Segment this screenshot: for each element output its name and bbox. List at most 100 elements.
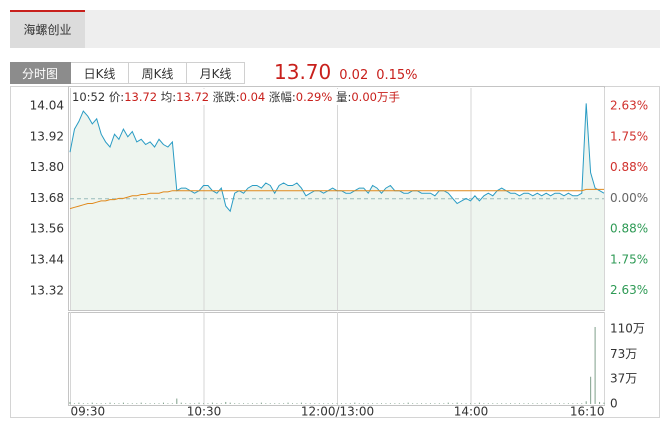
- volume-bar: [154, 403, 156, 404]
- volume-bar: [594, 326, 596, 404]
- volume-bar: [603, 402, 605, 404]
- volume-bar: [336, 403, 338, 404]
- volume-bar: [176, 398, 178, 404]
- volume-bar: [563, 403, 565, 404]
- volume-bar: [554, 403, 556, 404]
- volume-bar: [532, 403, 534, 404]
- volume-bar: [180, 402, 182, 404]
- volume-bar: [394, 403, 396, 404]
- volume-bar: [305, 403, 307, 404]
- volume-bar: [198, 402, 200, 404]
- volume-bar: [452, 403, 454, 404]
- volume-bar: [292, 403, 293, 404]
- volume-bar: [73, 403, 75, 404]
- volume-bar: [269, 403, 271, 404]
- y2-tick-label: 2.63%: [610, 283, 648, 297]
- view-tab[interactable]: 分时图: [10, 62, 71, 84]
- volume-bar: [461, 403, 463, 404]
- volume-bar: [518, 403, 520, 404]
- volume-panel: [68, 312, 605, 406]
- quote-change-pct: 0.15%: [376, 68, 418, 83]
- volume-bar: [527, 403, 529, 404]
- y2-tick-label: 1.75%: [610, 252, 648, 266]
- view-tab[interactable]: 周K线: [129, 62, 187, 84]
- quote-change: 0.02: [339, 68, 369, 83]
- volume-bar: [381, 403, 382, 404]
- volume-bar: [127, 403, 129, 404]
- volume-bar: [389, 403, 391, 404]
- y2-tick-label: 0.88%: [610, 160, 648, 174]
- volume-bar: [447, 402, 449, 404]
- view-tabs: 分时图 日K线 周K线 月K线: [10, 62, 245, 84]
- volume-bar: [572, 403, 574, 404]
- info-label: 量:: [335, 90, 352, 104]
- volume-bar: [354, 402, 356, 404]
- volume-bar: [145, 403, 147, 404]
- volume-bar: [122, 402, 124, 404]
- volume-bar: [229, 402, 231, 404]
- info-value: 13.72: [124, 90, 158, 104]
- volume-bar: [345, 403, 347, 404]
- y-tick-label: 13.68: [30, 191, 64, 205]
- volume-bar: [585, 401, 587, 404]
- volume-bar: [429, 403, 431, 404]
- info-value: 0.00万手: [351, 90, 400, 104]
- volume-bar: [332, 403, 334, 404]
- volume-bar: [496, 403, 498, 404]
- info-label: 价:: [108, 90, 125, 104]
- volume-bar: [87, 403, 89, 404]
- volume-bar: [340, 403, 342, 404]
- volume-bar: [314, 403, 316, 404]
- view-tab[interactable]: 月K线: [187, 62, 245, 84]
- info-line: 10:52 价:13.72 均:13.72 涨跌:0.04 涨幅:0.29% 量…: [72, 89, 403, 105]
- volume-bar: [599, 401, 601, 404]
- volume-bar: [323, 403, 325, 404]
- volume-bar: [287, 402, 289, 404]
- volume-bar: [185, 403, 187, 404]
- volume-bar: [434, 403, 436, 404]
- volume-bar: [238, 403, 240, 404]
- info-value: 13.72: [176, 90, 210, 104]
- volume-bar: [456, 402, 458, 404]
- y2-tick-label: 0.88%: [610, 222, 648, 236]
- volume-bar: [109, 402, 111, 404]
- volume-bar: [140, 402, 142, 404]
- volume-bar: [501, 403, 503, 404]
- volume-tick-label: 37万: [610, 371, 637, 385]
- volume-bar: [398, 403, 400, 404]
- volume-bar: [483, 403, 485, 404]
- info-time: 10:52: [72, 90, 106, 104]
- volume-tick-label: 0: [610, 397, 618, 411]
- volume-bar: [167, 403, 169, 404]
- volume-bar: [576, 403, 578, 404]
- volume-bar: [260, 402, 262, 404]
- volume-bar: [567, 403, 569, 404]
- volume-bar: [131, 403, 133, 404]
- volume-bar: [465, 403, 467, 404]
- view-tab[interactable]: 日K线: [71, 62, 129, 84]
- volume-bar: [256, 403, 258, 404]
- volume-bar: [118, 403, 120, 404]
- y2-tick-label: 2.63%: [610, 98, 648, 112]
- volume-bar: [367, 403, 369, 404]
- volume-bar: [412, 403, 414, 404]
- volume-bar: [171, 403, 173, 404]
- y2-tick-label: 0.00%: [610, 191, 648, 205]
- volume-bar: [265, 403, 267, 404]
- volume-bar: [82, 403, 84, 404]
- volume-bar: [234, 403, 236, 404]
- info-value: 0.29%: [295, 90, 333, 104]
- y-tick-label: 13.80: [30, 160, 64, 174]
- volume-tick-label: 73万: [610, 347, 637, 361]
- volume-bar: [247, 403, 249, 404]
- volume-bar: [363, 403, 365, 404]
- stock-tab[interactable]: 海螺创业: [10, 10, 85, 48]
- volume-bar: [158, 403, 160, 404]
- volume-bar: [149, 403, 151, 404]
- volume-bar: [487, 403, 489, 404]
- volume-bar: [590, 376, 592, 404]
- volume-bar: [207, 403, 209, 404]
- volume-bar: [278, 403, 280, 404]
- info-label: 均:: [160, 90, 177, 104]
